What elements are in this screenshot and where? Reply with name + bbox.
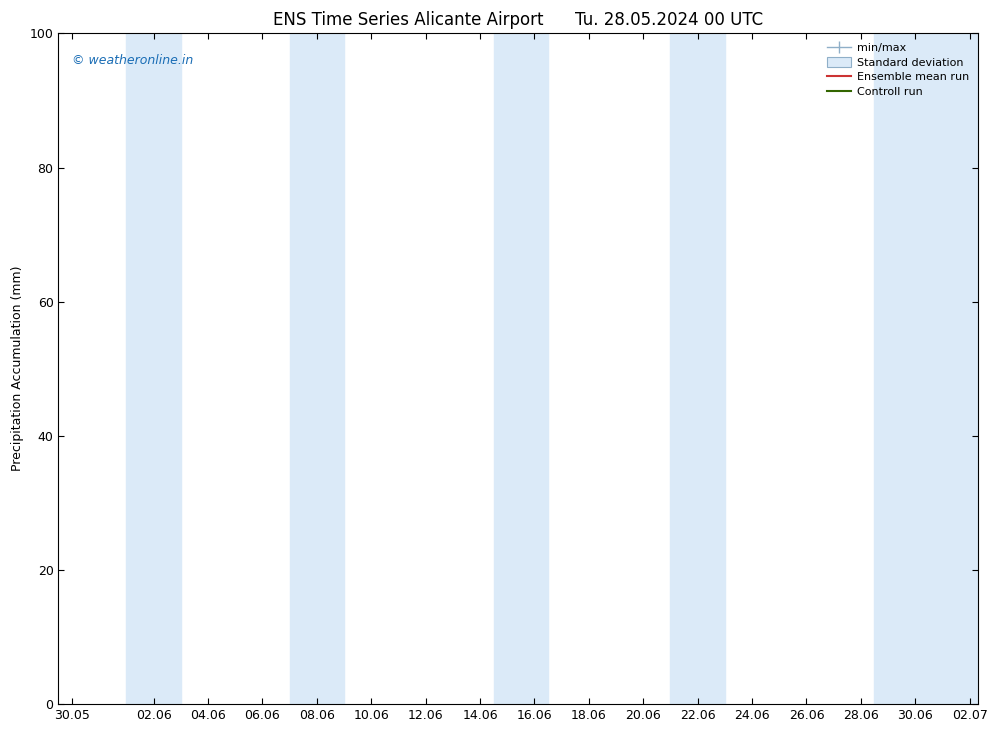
Text: © weatheronline.in: © weatheronline.in	[72, 54, 193, 67]
Legend: min/max, Standard deviation, Ensemble mean run, Controll run: min/max, Standard deviation, Ensemble me…	[823, 39, 972, 100]
Y-axis label: Precipitation Accumulation (mm): Precipitation Accumulation (mm)	[11, 266, 24, 471]
Bar	[126, 34, 181, 704]
Title: ENS Time Series Alicante Airport      Tu. 28.05.2024 00 UTC: ENS Time Series Alicante Airport Tu. 28.…	[273, 11, 763, 29]
Bar	[290, 34, 344, 704]
Bar	[874, 34, 983, 704]
Bar	[494, 34, 548, 704]
Bar	[670, 34, 725, 704]
